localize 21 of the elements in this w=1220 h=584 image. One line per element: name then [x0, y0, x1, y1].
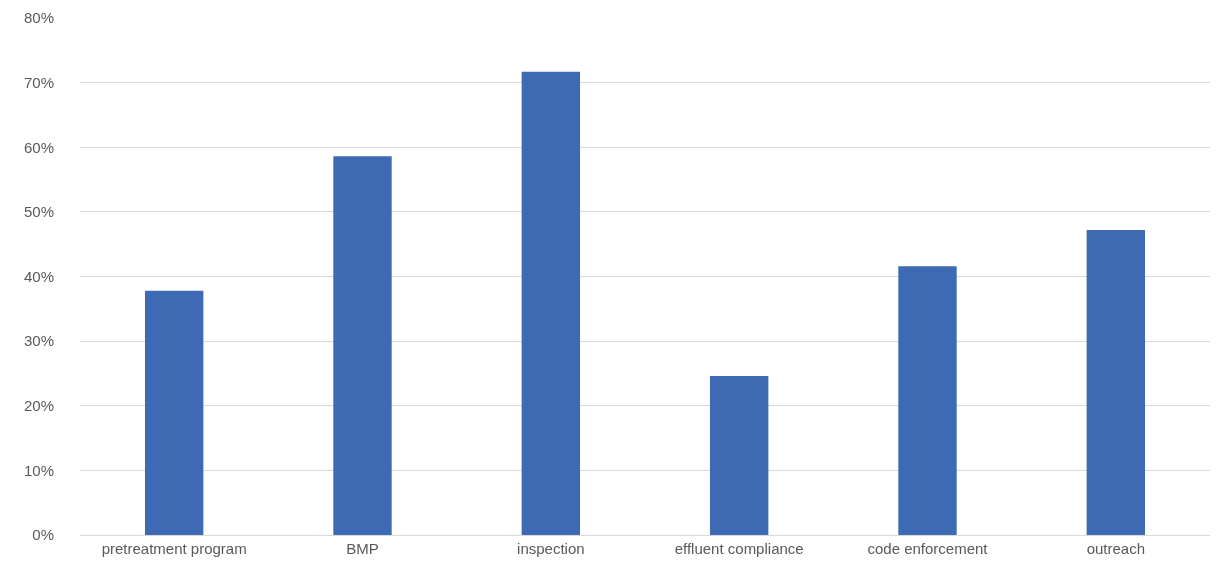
x-tick-label: BMP — [346, 540, 379, 557]
bar — [333, 156, 392, 535]
bar — [709, 376, 769, 535]
x-tick-label: code enforcement — [867, 540, 989, 557]
y-tick-label: 60% — [23, 138, 54, 156]
y-tick-label: 0% — [32, 526, 54, 544]
x-tick-label: pretreatment program — [101, 540, 247, 557]
bar — [144, 290, 204, 535]
bar — [1086, 229, 1146, 535]
y-tick-label: 40% — [23, 267, 54, 285]
y-tick-label: 10% — [23, 461, 54, 479]
x-tick-label: outreach — [1086, 540, 1146, 557]
x-tick-label: effluent compliance — [674, 540, 804, 557]
y-tick-label: 50% — [23, 203, 54, 221]
x-tick-label: inspection — [517, 540, 585, 557]
bar — [521, 71, 581, 535]
y-tick-label: 70% — [23, 73, 54, 91]
y-tick-label: 30% — [23, 332, 54, 350]
y-tick-label: 80% — [23, 9, 54, 27]
y-tick-label: 20% — [23, 397, 54, 414]
bar — [898, 266, 957, 535]
